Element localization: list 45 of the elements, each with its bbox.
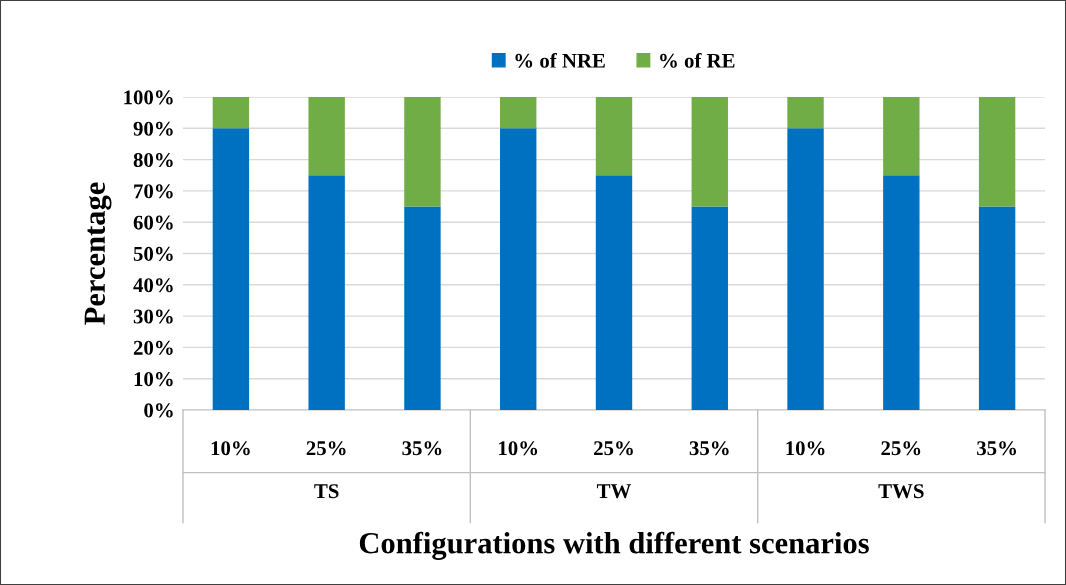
- bar: [595, 175, 633, 410]
- bar: [500, 97, 537, 129]
- legend-label: % of RE: [660, 52, 735, 68]
- x-tick-label: 10%: [211, 441, 250, 456]
- x-tick-label: 10%: [499, 441, 538, 456]
- y-tick-label: 20%: [133, 340, 173, 355]
- y-tick-label: 80%: [133, 152, 173, 168]
- x-tick-label: 25%: [306, 441, 346, 456]
- y-tick-label: 0%: [144, 403, 173, 418]
- x-tick-label: 10%: [786, 441, 825, 456]
- y-tick-label: 50%: [133, 246, 173, 261]
- bar: [787, 97, 824, 129]
- bar: [308, 175, 345, 410]
- bar: [595, 97, 633, 176]
- y-axis-title: Percentage: [84, 182, 112, 325]
- x-tick-label: 35%: [689, 441, 729, 456]
- bar: [691, 206, 728, 410]
- bar: [883, 97, 920, 176]
- bar: [212, 128, 250, 410]
- legend-label: % of NRE: [515, 52, 605, 68]
- y-tick-label: 40%: [133, 278, 173, 293]
- x-tick-label: 35%: [402, 441, 442, 456]
- x-tick-label: 25%: [881, 441, 921, 456]
- y-tick-label: 70%: [134, 184, 173, 199]
- text: TW: [596, 484, 632, 499]
- y-tick-label: 10%: [134, 372, 173, 387]
- y-tick-label: 100%: [124, 90, 173, 105]
- y-tick-label: 60%: [133, 215, 173, 230]
- y-tick-label: 30%: [133, 309, 173, 324]
- bar: [787, 128, 824, 410]
- text: TWS: [878, 484, 924, 499]
- x-tick-label: 25%: [594, 441, 633, 456]
- bar: [691, 97, 728, 207]
- bar: [404, 97, 441, 207]
- bar: [404, 206, 441, 410]
- y-tick-label: 90%: [133, 121, 173, 136]
- text: TS: [314, 484, 339, 499]
- x-axis-title: Configurations with different scenarios: [359, 531, 869, 560]
- bar: [978, 97, 1016, 207]
- bar: [308, 97, 345, 176]
- bar: [212, 97, 250, 129]
- bar: [500, 128, 537, 410]
- bar: [978, 206, 1016, 410]
- bar: [883, 175, 920, 410]
- x-tick-label: 35%: [977, 441, 1016, 456]
